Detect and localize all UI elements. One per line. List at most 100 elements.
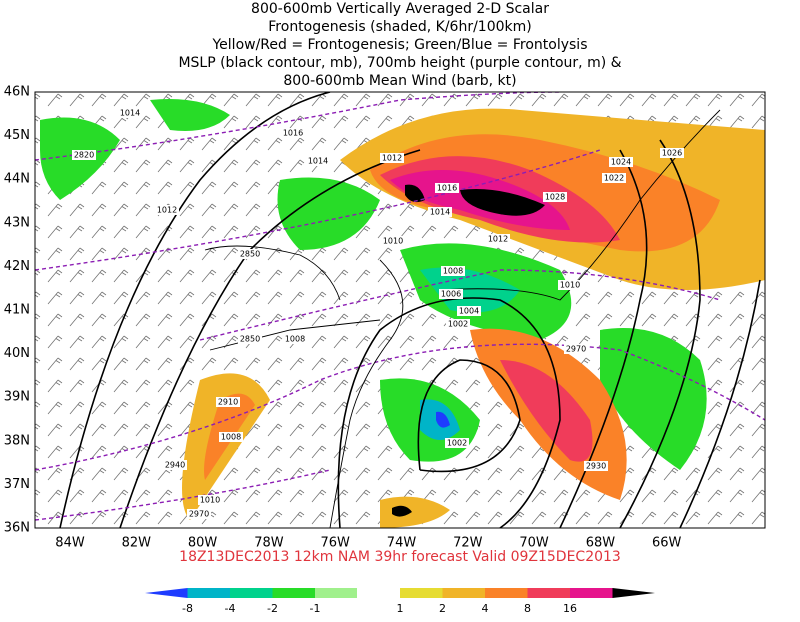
lat-label: 41N [4,303,30,318]
lon-label: 76W [320,536,350,551]
contour-label-box [609,157,633,167]
lat-label: 36N [4,521,30,536]
contour-label: 1008 [285,335,305,344]
lon-label: 84W [55,536,85,551]
contour-label-box [441,266,465,276]
lat-label: 38N [4,433,30,448]
contour-label: 1008 [443,267,463,276]
colorbar-label: -2 [267,602,278,615]
lon-label: 68W [586,536,616,551]
contour-label-box [564,344,588,354]
colorbar-label: 2 [439,602,446,615]
height-contours [35,92,765,521]
map-frame [34,91,766,529]
contour-label-box [380,153,404,163]
colorbar-segment [527,588,570,598]
contour-label-box [486,234,510,244]
contour-label-box [457,306,481,316]
contour-label-box [238,249,262,259]
lon-label: 82W [122,536,152,551]
contour-label: 1014 [430,208,450,217]
title-line: MSLP (black contour, mb), 700mb height (… [178,55,621,71]
colorbar-label: 8 [524,602,531,615]
contour-label-box [219,432,243,442]
colorbar-label: 16 [563,602,577,615]
lon-label: 70W [519,536,549,551]
contour-label: 1016 [283,129,303,138]
contour-label-box [198,495,222,505]
lat-label: 37N [4,477,30,492]
title-line: 800-600mb Mean Wind (barb, kt) [283,73,516,89]
colorbar-segment [187,588,230,598]
contour-label-box [238,334,262,344]
coastlines [204,109,721,528]
lon-label: 74W [387,536,417,551]
contour-label-box [381,236,405,246]
contour-label-box [283,334,307,344]
lat-label: 44N [4,172,30,187]
colorbar-segment [570,588,613,598]
contour-label: 1016 [437,184,457,193]
colorbar-label: -1 [310,602,321,615]
colorbar-segment [442,588,485,598]
colorbar-segment [230,588,273,598]
contour-label-box [439,289,463,299]
colorbar-segment [272,588,315,598]
contour-label: 1010 [200,496,220,505]
lat-label: 43N [4,215,30,230]
contour-label-box [306,156,330,166]
lon-label: 66W [652,536,682,551]
contour-label: 2910 [218,398,238,407]
contour-label: 2850 [240,250,260,259]
lat-label: 46N [4,85,30,100]
lon-label: 72W [453,536,483,551]
contour-label: 1028 [545,193,565,202]
lat-label: 45N [4,128,30,143]
contour-label-box [660,148,684,158]
contour-label: 2940 [165,461,185,470]
contour-label: 1004 [459,307,479,316]
contour-label-box [216,397,240,407]
contour-label: 1002 [448,320,468,329]
title-line: 800-600mb Vertically Averaged 2-D Scalar [251,1,549,17]
contour-label: 1014 [308,157,328,166]
contour-label-box [281,128,305,138]
contour-label-box [435,183,459,193]
contour-label-box [428,207,452,217]
colorbar-label: -8 [182,602,193,615]
lat-label: 39N [4,390,30,405]
colorbar-segment [357,587,401,599]
footer-text: 18Z13DEC2013 12km NAM 39hr forecast Vali… [179,549,621,565]
contour-label: 2930 [586,462,606,471]
contour-label: 1014 [120,109,140,118]
contour-label-box [584,461,608,471]
contour-label-box [187,509,211,519]
lon-label: 78W [254,536,284,551]
lat-label: 42N [4,259,30,274]
contour-label: 2970 [566,345,586,354]
contour-label: 1010 [383,237,403,246]
lat-label: 40N [4,346,30,361]
contour-label: 1012 [382,154,402,163]
contour-label-box [72,150,96,160]
contour-label: 1026 [662,149,682,158]
colorbar-label: 4 [482,602,489,615]
contour-label: 1012 [157,206,177,215]
contour-label-box [602,173,626,183]
colorbar-label: 1 [397,602,404,615]
contour-label-box [163,460,187,470]
contour-label-box [118,108,142,118]
lon-label: 80W [188,536,218,551]
colorbar-segment [315,588,358,598]
colorbar-segment [485,588,528,598]
contour-label-box [543,192,567,202]
contour-label: 2850 [240,335,260,344]
title-line: Yellow/Red = Frontogenesis; Green/Blue =… [211,37,587,53]
title-line: Frontogenesis (shaded, K/6hr/100km) [268,19,531,35]
contour-label: 1024 [611,158,631,167]
contour-label: 1012 [488,235,508,244]
contour-label: 1006 [441,290,461,299]
contour-label: 1010 [560,281,580,290]
contour-label: 2820 [74,151,94,160]
contour-label-box [155,205,179,215]
